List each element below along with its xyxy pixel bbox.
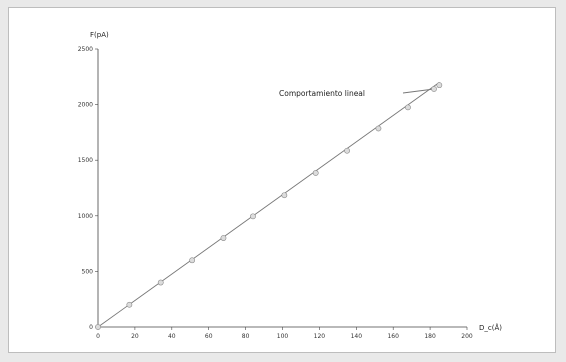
fit-line [97,81,440,328]
chart-panel [8,7,556,353]
legend-point [431,86,437,92]
x-tick-label: 60 [205,333,213,340]
x-tick-label: 120 [314,333,326,340]
data-point [189,257,195,264]
data-point [436,82,443,89]
data-point [281,192,288,199]
x-tick-label: 20 [131,333,139,340]
x-axis-label: D_c(Å) [479,323,502,332]
ticks: 0 20 40 60 80 100 120 140 160 180 2000500100015002… [78,46,473,340]
y-tick-label: 1000 [78,213,93,220]
fit-line-group [97,81,440,328]
data-point [95,324,101,330]
data-point [126,301,133,308]
legend-label: Comportamiento lineal [279,89,365,98]
data-points [95,82,443,330]
x-tick-label: 40 [168,333,176,340]
y-tick-label: 0 [89,324,93,331]
y-tick-label: 500 [82,268,94,275]
x-tick-label: 80 [242,333,250,340]
data-point [344,147,350,154]
data-point [405,104,411,111]
legend-line [402,88,435,94]
data-point [375,125,382,132]
legend-marker [402,86,437,94]
data-point [220,235,227,241]
x-tick-label: 140 [351,333,363,340]
y-tick-label: 2000 [78,102,93,109]
data-point [312,170,319,176]
x-tick-label: 100 [277,333,289,340]
y-tick-label: 2500 [78,46,93,53]
y-tick-label: 1500 [78,157,93,164]
x-tick-label: 180 [424,333,436,340]
data-point [250,213,256,220]
x-tick-label: 160 [387,333,399,340]
data-point [157,279,164,286]
y-axis-label: F(pA) [90,31,109,39]
x-tick-label: 200 [461,333,473,340]
x-tick-label: 0 [96,333,100,340]
